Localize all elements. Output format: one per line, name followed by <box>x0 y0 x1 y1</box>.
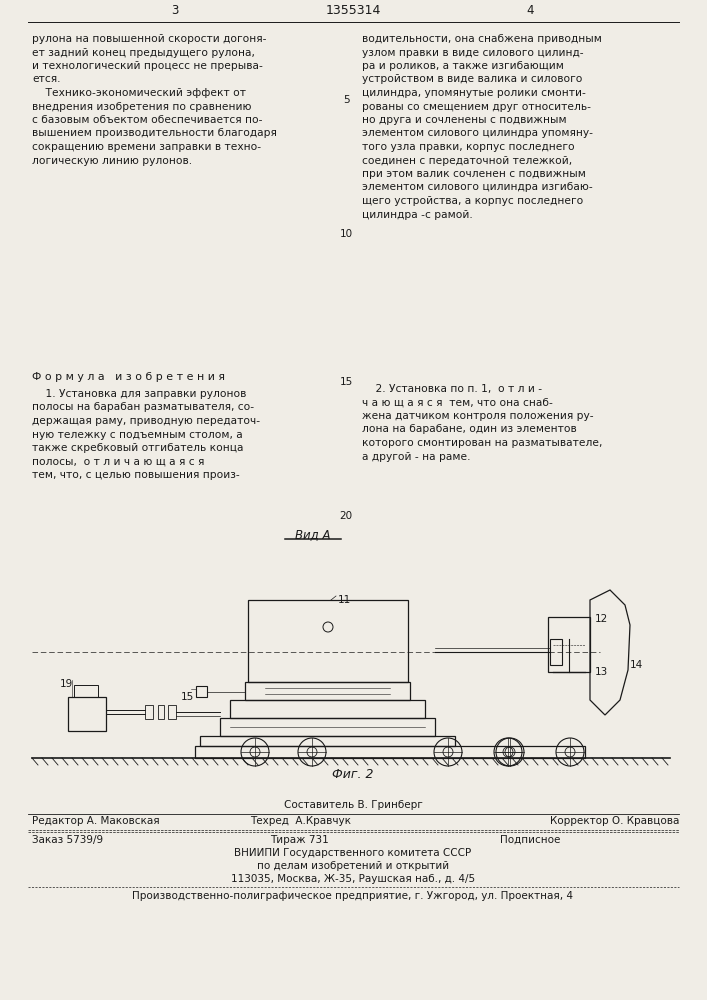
Text: 14: 14 <box>630 660 643 670</box>
Text: а другой - на раме.: а другой - на раме. <box>362 452 470 462</box>
Bar <box>195 746 585 758</box>
Text: 10: 10 <box>339 229 353 239</box>
Text: полосы,  о т л и ч а ю щ а я с я: полосы, о т л и ч а ю щ а я с я <box>32 456 204 466</box>
Text: водительности, она снабжена приводным: водительности, она снабжена приводным <box>362 34 602 44</box>
Text: вышением производительности благодаря: вышением производительности благодаря <box>32 128 277 138</box>
Text: 1355314: 1355314 <box>325 3 380 16</box>
Text: 20: 20 <box>339 511 353 521</box>
Text: рованы со смещением друг относитель-: рованы со смещением друг относитель- <box>362 102 591 111</box>
Text: того узла правки, корпус последнего: того узла правки, корпус последнего <box>362 142 575 152</box>
Text: соединен с передаточной тележкой,: соединен с передаточной тележкой, <box>362 155 572 165</box>
Text: Технико-экономический эффект от: Технико-экономический эффект от <box>32 88 246 98</box>
Bar <box>220 718 435 736</box>
Text: Ф о р м у л а   и з о б р е т е н и я: Ф о р м у л а и з о б р е т е н и я <box>32 372 225 382</box>
Text: Заказ 5739/9: Заказ 5739/9 <box>32 835 103 845</box>
Text: щего устройства, а корпус последнего: щего устройства, а корпус последнего <box>362 196 583 206</box>
Text: 113035, Москва, Ж-35, Раушская наб., д. 4/5: 113035, Москва, Ж-35, Раушская наб., д. … <box>231 874 475 884</box>
Bar <box>68 697 106 731</box>
Bar <box>168 705 176 719</box>
Text: при этом валик сочленен с подвижным: при этом валик сочленен с подвижным <box>362 169 586 179</box>
Text: Фиг. 2: Фиг. 2 <box>332 768 374 781</box>
Text: Техред  А.Кравчук: Техред А.Кравчук <box>250 816 351 826</box>
Text: Корректор О. Кравцова: Корректор О. Кравцова <box>549 816 679 826</box>
Text: 4: 4 <box>526 3 534 16</box>
Bar <box>248 600 408 682</box>
Text: Тираж 731: Тираж 731 <box>270 835 329 845</box>
Text: также скребковый отгибатель конца: также скребковый отгибатель конца <box>32 443 243 453</box>
Text: ет задний конец предыдущего рулона,: ет задний конец предыдущего рулона, <box>32 47 255 57</box>
Bar <box>548 617 590 672</box>
Text: Подписное: Подписное <box>500 835 561 845</box>
Text: Производственно-полиграфическое предприятие, г. Ужгород, ул. Проектная, 4: Производственно-полиграфическое предприя… <box>132 891 573 901</box>
Text: 12: 12 <box>595 614 608 624</box>
Text: жена датчиком контроля положения ру-: жена датчиком контроля положения ру- <box>362 411 594 421</box>
Text: Вид А: Вид А <box>296 528 331 541</box>
Bar <box>550 639 562 665</box>
Text: ВНИИПИ Государственного комитета СССР: ВНИИПИ Государственного комитета СССР <box>235 848 472 858</box>
Text: цилиндра -с рамой.: цилиндра -с рамой. <box>362 210 473 220</box>
Text: элементом силового цилиндра упомяну-: элементом силового цилиндра упомяну- <box>362 128 593 138</box>
Text: устройством в виде валика и силового: устройством в виде валика и силового <box>362 75 583 85</box>
Text: лона на барабане, один из элементов: лона на барабане, один из элементов <box>362 424 577 434</box>
Text: 13: 13 <box>595 667 608 677</box>
Text: сокращению времени заправки в техно-: сокращению времени заправки в техно- <box>32 142 261 152</box>
Text: по делам изобретений и открытий: по делам изобретений и открытий <box>257 861 449 871</box>
Bar <box>196 686 207 697</box>
Text: элементом силового цилиндра изгибаю-: элементом силового цилиндра изгибаю- <box>362 182 592 192</box>
Text: 15: 15 <box>339 377 353 387</box>
Text: 1. Установка для заправки рулонов: 1. Установка для заправки рулонов <box>32 389 246 399</box>
Text: 3: 3 <box>171 3 179 16</box>
Bar <box>230 700 425 718</box>
Text: но друга и сочленены с подвижным: но друга и сочленены с подвижным <box>362 115 566 125</box>
Text: цилиндра, упомянутые ролики смонти-: цилиндра, упомянутые ролики смонти- <box>362 88 586 98</box>
Text: Редактор А. Маковская: Редактор А. Маковская <box>32 816 160 826</box>
Text: 2. Установка по п. 1,  о т л и -: 2. Установка по п. 1, о т л и - <box>362 384 542 394</box>
Text: узлом правки в виде силового цилинд-: узлом правки в виде силового цилинд- <box>362 47 583 57</box>
Bar <box>200 736 455 746</box>
Text: 11: 11 <box>338 595 351 605</box>
Text: логическую линию рулонов.: логическую линию рулонов. <box>32 155 192 165</box>
Text: держащая раму, приводную передаточ-: держащая раму, приводную передаточ- <box>32 416 260 426</box>
Text: 5: 5 <box>343 95 349 105</box>
Bar <box>145 705 153 719</box>
Text: 15: 15 <box>181 692 194 702</box>
Text: 19: 19 <box>60 679 74 689</box>
Text: рулона на повышенной скорости догоня-: рулона на повышенной скорости догоня- <box>32 34 267 44</box>
Text: ную тележку с подъемным столом, а: ную тележку с подъемным столом, а <box>32 430 243 440</box>
Bar <box>74 685 98 697</box>
Text: внедрения изобретения по сравнению: внедрения изобретения по сравнению <box>32 102 252 111</box>
Text: которого смонтирован на разматывателе,: которого смонтирован на разматывателе, <box>362 438 602 448</box>
Text: Составитель В. Гринберг: Составитель В. Гринберг <box>284 800 422 810</box>
Text: полосы на барабан разматывателя, со-: полосы на барабан разматывателя, со- <box>32 402 254 412</box>
Text: и технологический процесс не прерыва-: и технологический процесс не прерыва- <box>32 61 263 71</box>
Bar <box>158 705 164 719</box>
Bar <box>245 682 410 700</box>
Text: ра и роликов, а также изгибающим: ра и роликов, а также изгибающим <box>362 61 564 71</box>
Text: ется.: ется. <box>32 75 61 85</box>
Text: ч а ю щ а я с я  тем, что она снаб-: ч а ю щ а я с я тем, что она снаб- <box>362 397 553 408</box>
Text: тем, что, с целью повышения произ-: тем, что, с целью повышения произ- <box>32 470 240 480</box>
Text: с базовым объектом обеспечивается по-: с базовым объектом обеспечивается по- <box>32 115 262 125</box>
